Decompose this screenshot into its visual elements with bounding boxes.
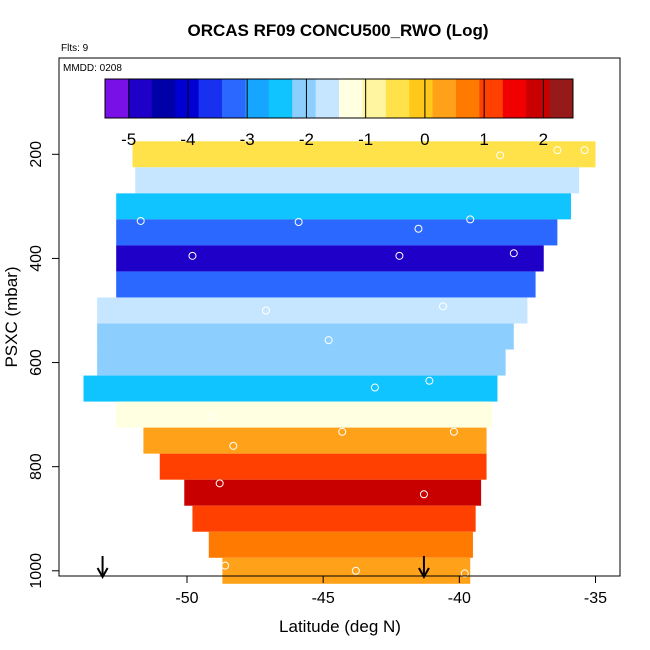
y-tick-label: 400 xyxy=(28,245,45,272)
colorbar-swatch xyxy=(339,79,363,118)
colorbar-tick-label: 1 xyxy=(479,130,488,149)
colorbar-swatch xyxy=(456,79,480,118)
colorbar-swatch xyxy=(245,79,270,118)
heatmap-band-700 xyxy=(116,401,493,428)
x-tick-label: -35 xyxy=(584,590,607,607)
arrow-head xyxy=(418,567,430,580)
heatmap-band-350 xyxy=(116,219,558,246)
sample-circle xyxy=(136,216,145,225)
colorbar-tick-label: -2 xyxy=(299,130,314,149)
colorbar-tick-label: -5 xyxy=(121,130,136,149)
sample-circle xyxy=(438,302,447,311)
x-tick-label: -50 xyxy=(175,590,198,607)
sample-circle xyxy=(580,146,589,155)
y-tick-label: 1000 xyxy=(28,553,45,589)
colorbar-swatch xyxy=(315,79,340,118)
heatmap-band-950 xyxy=(208,531,473,558)
y-axis-label: PSXC (mbar) xyxy=(2,266,21,367)
y-tick-label: 600 xyxy=(28,349,45,376)
axes: -50 -45 -40 -35 200 400 600 800 1000 xyxy=(28,141,607,607)
colorbar-swatch xyxy=(128,79,153,118)
y-tick-label: 800 xyxy=(28,453,45,480)
x-tick-label: -40 xyxy=(448,590,471,607)
sample-circle xyxy=(449,427,458,436)
sample-circle xyxy=(425,376,434,385)
down-arrow-icon xyxy=(96,556,109,580)
colorbar-swatch xyxy=(151,79,176,118)
sample-circle xyxy=(419,490,428,499)
heatmap-band-400 xyxy=(116,245,544,272)
sample-circle xyxy=(496,151,505,160)
sample-circle xyxy=(370,383,379,392)
colorbar-swatch xyxy=(526,79,551,118)
sample-circle xyxy=(395,251,404,260)
sample-circle xyxy=(414,224,423,233)
sample-circle xyxy=(338,427,347,436)
colorbar-tick-label: 2 xyxy=(539,130,548,149)
sample-circle xyxy=(188,251,197,260)
colorbar-tick-label: -4 xyxy=(180,130,195,149)
heatmap-band-750 xyxy=(143,427,487,454)
heatmap-band-800 xyxy=(159,453,487,480)
heatmap-band-900 xyxy=(192,505,476,532)
colorbar-tick-label: -1 xyxy=(358,130,373,149)
heatmap-band-850 xyxy=(184,479,482,506)
y-tick-label: 200 xyxy=(28,141,45,168)
colorbar: -5 -4 -3 -2 -1 0 1 2 xyxy=(104,78,574,149)
colorbar-tick-label: -3 xyxy=(240,130,255,149)
sample-circle xyxy=(221,561,230,570)
sample-circle xyxy=(229,441,238,450)
flights-label: Flts: 9 xyxy=(61,43,89,54)
heatmap-band-1000 xyxy=(222,557,471,584)
sample-circle xyxy=(460,569,469,578)
down-arrow-icon xyxy=(418,556,430,580)
arrow-head xyxy=(96,567,109,580)
colorbar-swatch xyxy=(198,79,223,118)
sample-circle xyxy=(215,479,224,488)
colorbar-swatch xyxy=(549,79,574,118)
colorbar-frame xyxy=(104,78,574,119)
heatmap-band-500 xyxy=(97,297,528,324)
colorbar-tick-label: 0 xyxy=(420,130,429,149)
date-label: MMDD: 0208 xyxy=(63,63,122,74)
heatmap-band-450 xyxy=(116,271,536,298)
colorbar-swatch xyxy=(502,79,527,118)
x-axis-label: Latitude (deg N) xyxy=(279,617,401,636)
sample-circle xyxy=(509,249,518,258)
colorbar-swatch xyxy=(409,79,434,118)
colorbar-swatch xyxy=(479,79,504,118)
colorbar-swatch xyxy=(385,79,410,118)
heatmap-band-250 xyxy=(135,167,580,194)
sample-circle xyxy=(324,336,333,345)
chart-title: ORCAS RF09 CONCU500_RWO (Log) xyxy=(188,21,489,40)
colorbar-swatch xyxy=(222,79,246,118)
sample-circle xyxy=(207,413,216,422)
sample-circle xyxy=(553,146,562,155)
colorbar-swatch xyxy=(292,79,317,118)
heatmap-band-600 xyxy=(97,349,506,376)
sample-circle xyxy=(294,217,303,226)
colorbar-swatch xyxy=(268,79,293,118)
heatmap-band-650 xyxy=(83,375,498,402)
colorbar-swatch xyxy=(432,79,457,118)
colorbar-swatch xyxy=(175,79,200,118)
sample-circle xyxy=(466,215,475,224)
plot-frame xyxy=(58,57,621,577)
x-tick-label: -45 xyxy=(312,590,335,607)
colorbar-swatch xyxy=(362,79,387,118)
heatmap-band-200 xyxy=(132,141,596,168)
plot-area xyxy=(83,141,596,584)
colorbar-swatch xyxy=(105,79,129,118)
heatmap-band-300 xyxy=(116,193,571,220)
sample-circle xyxy=(351,566,360,575)
sample-circle xyxy=(261,306,270,315)
heatmap-band-550 xyxy=(97,323,514,350)
